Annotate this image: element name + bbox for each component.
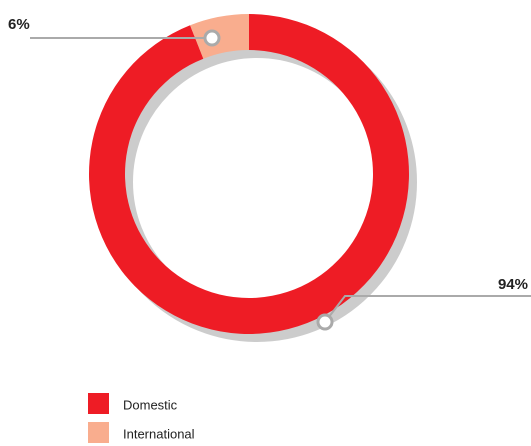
value-label: 94% [498,276,528,293]
slice [89,14,409,334]
value-label: 6% [8,16,30,33]
legend-label: Domestic [123,397,178,412]
legend-label: International [123,426,195,441]
leader-dot [316,313,334,331]
legend-swatch [88,422,109,443]
legend-swatch [88,393,109,414]
slices [89,14,409,334]
leader-line [324,295,531,323]
legend: Domestic International [88,393,195,443]
leader-dot [203,29,221,47]
